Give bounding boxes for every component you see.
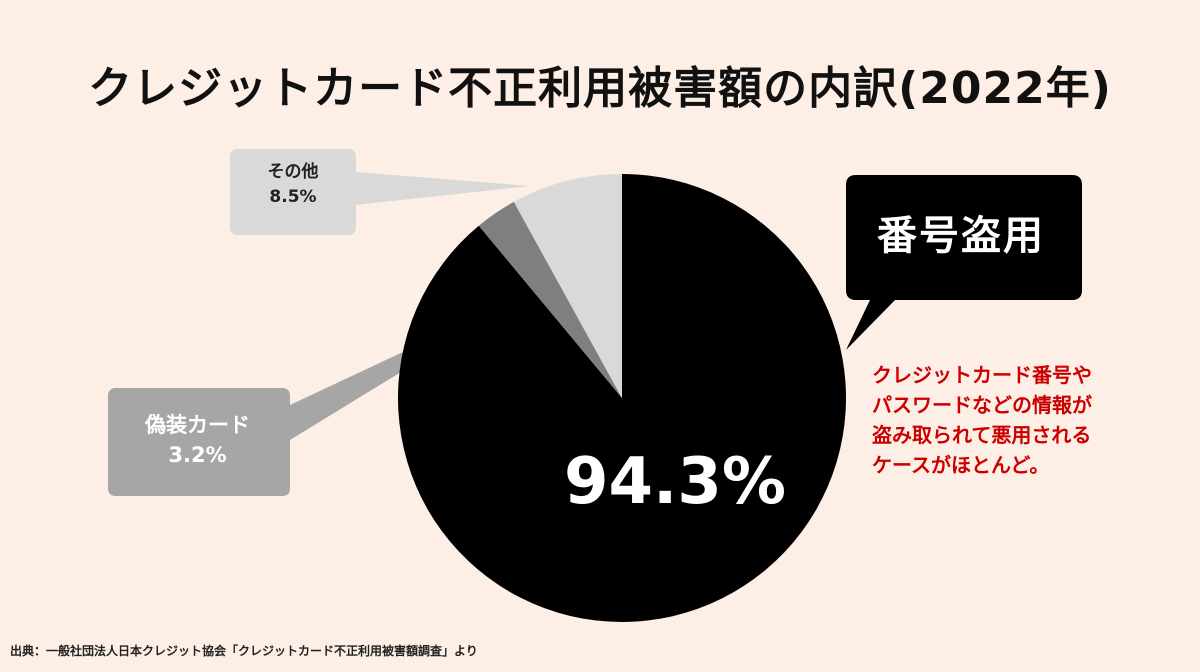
annotation-line: クレジットカード番号や xyxy=(872,363,1092,387)
callout-box-other xyxy=(230,149,530,235)
callout-box-theft xyxy=(846,175,1082,350)
pie-slice-fake-card xyxy=(478,201,622,398)
label-other-value: 8.5% xyxy=(269,187,317,207)
page-title: クレジットカード不正利用被害額の内訳(2022年) xyxy=(88,63,1112,114)
label-fake-card: 偽装カード 3.2% xyxy=(110,410,285,470)
pie-slice-number-theft xyxy=(397,174,846,622)
label-number-theft: 番号盗用 xyxy=(877,213,1045,259)
annotation-line: ケースがほとんど。 xyxy=(872,453,1050,477)
pie-slice-other xyxy=(513,174,622,398)
label-other: その他 8.5% xyxy=(232,160,354,210)
source-note: 出典：一般社団法人日本クレジット協会「クレジットカード不正利用被害額調査」より xyxy=(10,644,478,658)
label-other-name: その他 xyxy=(267,162,319,182)
annotation-line: 盗み取られて悪用される xyxy=(872,423,1092,447)
label-fake-card-name: 偽装カード xyxy=(145,413,250,437)
annotation-line: パスワードなどの情報が xyxy=(872,393,1092,417)
value-number-theft: 94.3% xyxy=(563,445,787,519)
label-fake-card-value: 3.2% xyxy=(168,443,227,467)
annotation-text: クレジットカード番号や パスワードなどの情報が 盗み取られて悪用される ケースが… xyxy=(872,360,1172,480)
